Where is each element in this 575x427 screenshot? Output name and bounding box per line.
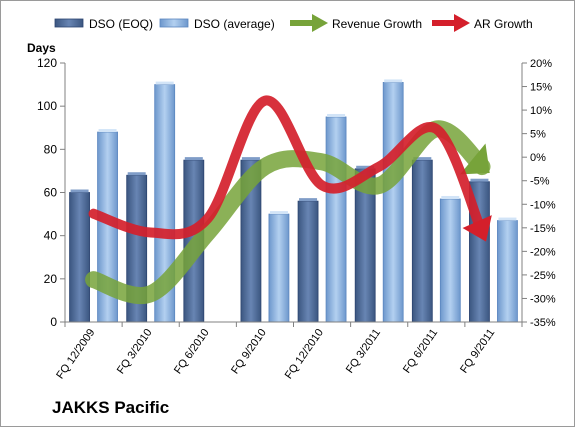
y2-tick-label: -10% (530, 199, 556, 211)
bar-top-dso-average (98, 129, 117, 133)
bar-dso-eoq (69, 192, 90, 323)
y-tick-label: 80 (44, 142, 58, 156)
bars-layer (69, 79, 518, 323)
x-tick-label: FQ 9/2010 (229, 327, 269, 376)
bar-top-dso-eoq (184, 157, 203, 161)
legend-swatch-dso-eoq- (54, 18, 84, 28)
bar-top-dso-eoq (241, 157, 260, 161)
x-tick-label: FQ 3/2010 (115, 327, 155, 376)
lines-layer (85, 95, 492, 304)
legend: DSO (EOQ) DSO (average) Revenue Growth AR G… (54, 14, 533, 32)
arrowhead-ar-growth (462, 215, 492, 242)
bar-top-dso-eoq (356, 165, 375, 169)
y2-tick-label: 10% (530, 105, 552, 117)
bar-top-dso-average (498, 217, 517, 221)
x-tick-label: FQ 9/2011 (458, 327, 497, 376)
bar-dso-eoq (411, 159, 433, 323)
bar-dso-average (497, 220, 518, 323)
y2-tick-label: 20% (530, 58, 552, 70)
y-tick-label: 60 (44, 186, 58, 200)
y2-tick-label: -30% (530, 293, 556, 305)
y-tick-label: 40 (44, 229, 58, 243)
bar-top-dso-eoq (413, 157, 432, 161)
bar-top-dso-eoq (127, 172, 146, 176)
y2-tick-label: 0% (530, 152, 546, 164)
legend-arrowhead-revenue-growth (312, 14, 328, 32)
bar-top-dso-average (384, 79, 403, 83)
legend-label-revenue-growth: Revenue Growth (332, 17, 422, 31)
x-tick-label: FQ 12/2010 (283, 327, 326, 381)
y2-tick-label: -25% (530, 270, 556, 282)
legend-label-dso-average-: DSO (average) (194, 17, 275, 31)
x-tick-label: FQ 12/2009 (54, 327, 97, 381)
line-ar-growth (88, 95, 488, 240)
bar-top-dso-eoq (470, 178, 489, 182)
arrowhead-revenue-growth (460, 143, 490, 175)
y2-tick-label: 5% (530, 129, 546, 141)
y2-tick-label: -5% (530, 176, 550, 188)
bar-dso-average (439, 198, 461, 323)
legend-label-ar-growth: AR Growth (474, 17, 533, 31)
bar-top-dso-average (155, 81, 174, 85)
bar-top-dso-average (327, 113, 346, 117)
y2-tick-label: -35% (530, 317, 556, 329)
company-name: JAKKS Pacific (52, 398, 170, 417)
bar-top-dso-eoq (70, 189, 89, 193)
y2-tick-label: -20% (530, 246, 556, 258)
y2-tick-label: 15% (530, 82, 552, 94)
bar-top-dso-eoq (299, 198, 318, 202)
x-tick-label: FQ 3/2011 (344, 327, 383, 376)
y2-tick-label: -15% (530, 223, 556, 235)
y-axis-label: Days (27, 41, 56, 55)
bar-top-dso-average (441, 195, 460, 199)
y-tick-label: 0 (50, 315, 57, 329)
bar-dso-average (325, 116, 347, 323)
legend-label-dso-eoq-: DSO (EOQ) (89, 17, 153, 31)
legend-swatch-dso-average- (159, 18, 189, 28)
bar-top-dso-average (269, 211, 288, 215)
y-tick-label: 120 (37, 56, 57, 70)
x-tick-label: FQ 6/2011 (401, 327, 440, 376)
y-tick-label: 100 (37, 99, 57, 113)
legend-arrowhead-ar-growth (454, 14, 470, 32)
y-tick-label: 20 (44, 272, 58, 286)
bar-dso-average (268, 213, 290, 323)
x-tick-label: FQ 6/2010 (172, 327, 212, 376)
bar-dso-eoq (297, 200, 319, 323)
bar-dso-average (382, 82, 404, 323)
